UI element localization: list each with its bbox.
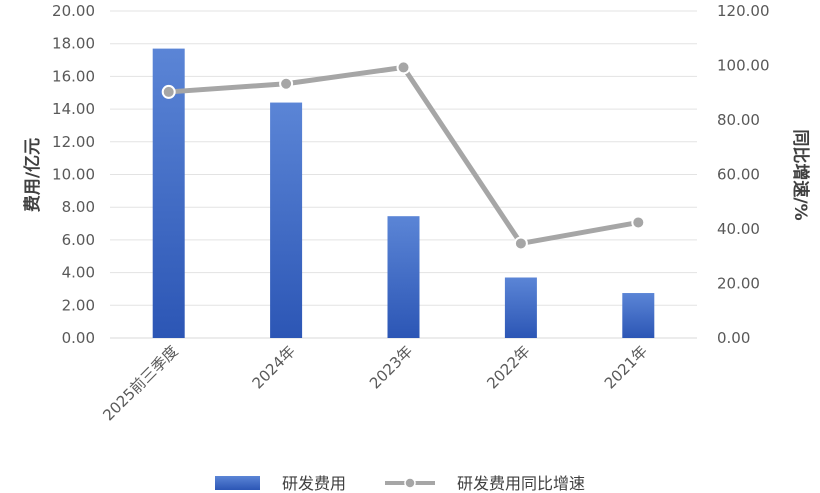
left-tick-label: 4.00 bbox=[62, 264, 95, 282]
category-label: 2022年 bbox=[483, 342, 533, 392]
right-axis-title: 同比增速/% bbox=[790, 129, 811, 220]
left-tick-label: 12.00 bbox=[52, 133, 95, 151]
growth-point bbox=[513, 236, 528, 251]
bar bbox=[622, 293, 655, 338]
right-tick-label: 80.00 bbox=[717, 111, 760, 129]
right-tick-label: 120.00 bbox=[717, 2, 770, 20]
legend-line-marker bbox=[404, 477, 416, 489]
category-label: 2021年 bbox=[601, 342, 651, 392]
category-label: 2025前三季度 bbox=[99, 342, 181, 424]
category-label: 2024年 bbox=[249, 342, 299, 392]
left-tick-label: 8.00 bbox=[62, 198, 95, 216]
category-label: 2023年 bbox=[366, 342, 416, 392]
right-tick-label: 0.00 bbox=[717, 329, 750, 347]
growth-point bbox=[631, 215, 646, 230]
bars bbox=[152, 48, 655, 338]
left-tick-label: 14.00 bbox=[52, 100, 95, 118]
bar bbox=[270, 102, 303, 338]
left-tick-label: 0.00 bbox=[62, 329, 95, 347]
growth-point bbox=[396, 60, 411, 75]
growth-point bbox=[161, 84, 176, 99]
right-tick-label: 20.00 bbox=[717, 275, 760, 293]
growth-point bbox=[279, 76, 294, 91]
legend-bar-label: 研发费用 bbox=[282, 474, 346, 493]
growth-line bbox=[161, 60, 646, 251]
right-tick-label: 100.00 bbox=[717, 57, 770, 75]
legend-bar-swatch bbox=[215, 476, 260, 490]
legend: 研发费用 研发费用同比增速 bbox=[215, 474, 585, 493]
left-tick-label: 18.00 bbox=[52, 35, 95, 53]
left-tick-label: 2.00 bbox=[62, 296, 95, 314]
left-tick-label: 10.00 bbox=[52, 166, 95, 184]
grid-lines bbox=[110, 10, 697, 306]
left-tick-label: 20.00 bbox=[52, 2, 95, 20]
left-tick-label: 16.00 bbox=[52, 67, 95, 85]
left-axis-ticks: 0.00 2.00 4.00 6.00 8.00 10.00 12.00 14.00 16.00… bbox=[52, 2, 95, 347]
right-axis-ticks: 0.00 20.00 40.00 60.00 80.00 100.00 120.00 bbox=[717, 2, 770, 347]
left-axis-title: 费用/亿元 bbox=[22, 138, 43, 212]
bar bbox=[387, 216, 420, 338]
right-tick-label: 40.00 bbox=[717, 220, 760, 238]
right-tick-label: 60.00 bbox=[717, 166, 760, 184]
left-tick-label: 6.00 bbox=[62, 231, 95, 249]
legend-line-label: 研发费用同比增速 bbox=[457, 474, 585, 493]
bar bbox=[504, 277, 537, 338]
category-labels: 2025前三季度 2024年 2023年 2022年 2021年 bbox=[99, 342, 651, 424]
